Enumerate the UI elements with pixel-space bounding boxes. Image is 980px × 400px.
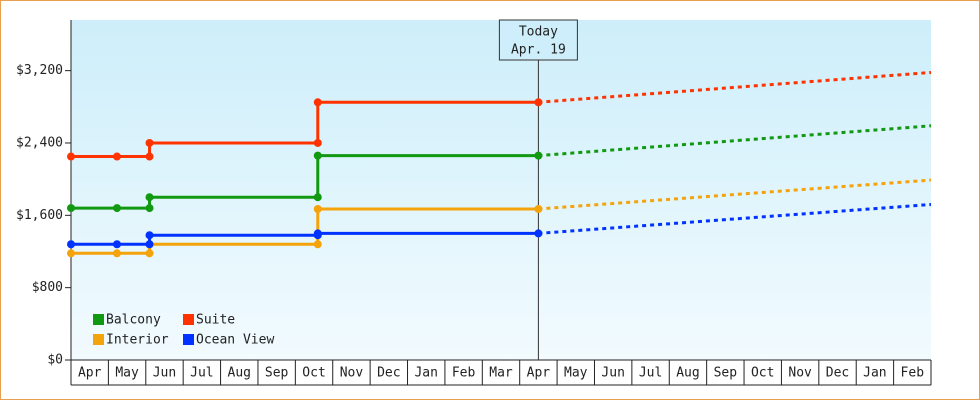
series-projection	[538, 70, 932, 104]
point	[313, 240, 322, 249]
series-projection	[538, 202, 932, 235]
today-date: Apr. 19	[511, 43, 566, 58]
x-tick-label: May	[564, 366, 588, 381]
point	[313, 151, 322, 160]
point	[67, 249, 75, 258]
legend-swatch	[93, 334, 104, 345]
point	[145, 152, 154, 161]
x-tick-label: Oct	[302, 366, 325, 381]
point	[112, 152, 121, 161]
point	[112, 240, 121, 249]
x-tick-label: Apr	[78, 366, 102, 381]
point	[145, 204, 154, 213]
point	[67, 240, 75, 249]
x-tick-label: Oct	[751, 366, 774, 381]
x-tick-label: Sep	[265, 366, 289, 381]
legend-label: Ocean View	[196, 333, 274, 348]
point	[145, 231, 154, 240]
y-tick-label: $3,200	[16, 63, 63, 78]
x-tick-label: Feb	[452, 366, 476, 381]
legend-swatch	[183, 334, 194, 345]
point	[67, 204, 75, 213]
x-tick-label: Jun	[601, 366, 624, 381]
y-tick-label: $800	[32, 280, 63, 295]
y-tick-label: $1,600	[16, 208, 63, 223]
x-tick-label: Jul	[190, 366, 213, 381]
point	[67, 152, 75, 161]
point	[313, 204, 322, 213]
x-tick-label: Dec	[826, 366, 849, 381]
series-projection	[538, 178, 932, 211]
y-tick-label: $2,400	[16, 135, 63, 150]
point	[313, 138, 322, 147]
x-tick-label: Nov	[788, 366, 812, 381]
x-tick-label: Jan	[414, 366, 437, 381]
point	[112, 204, 121, 213]
point	[534, 98, 543, 107]
x-tick-label: Jun	[153, 366, 176, 381]
legend-label: Suite	[196, 313, 235, 328]
point	[112, 249, 121, 258]
x-tick-label: Mar	[489, 366, 513, 381]
y-tick-label: $0	[47, 353, 63, 368]
point	[145, 138, 154, 147]
x-tick-label: Apr	[527, 366, 551, 381]
point	[534, 229, 543, 238]
point	[145, 240, 154, 249]
series-projection	[538, 124, 932, 158]
point	[313, 229, 322, 238]
point	[534, 151, 543, 160]
x-tick-label: Aug	[676, 366, 699, 381]
point	[534, 204, 543, 213]
x-tick-label: Dec	[377, 366, 400, 381]
legend-swatch	[93, 314, 104, 325]
today-box	[498, 19, 578, 61]
x-tick-label: Feb	[901, 366, 925, 381]
legend-label: Interior	[106, 333, 169, 348]
today-label: Today	[519, 25, 558, 40]
x-tick-label: Jan	[863, 366, 886, 381]
legend-swatch	[183, 314, 194, 325]
point	[313, 98, 322, 107]
point	[313, 193, 322, 202]
point	[145, 249, 154, 258]
x-tick-label: Aug	[228, 366, 251, 381]
point	[145, 193, 154, 202]
x-tick-label: Nov	[340, 366, 364, 381]
legend-label: Balcony	[106, 313, 161, 328]
x-tick-label: Jul	[639, 366, 662, 381]
x-tick-label: May	[115, 366, 139, 381]
x-tick-label: Sep	[714, 366, 738, 381]
